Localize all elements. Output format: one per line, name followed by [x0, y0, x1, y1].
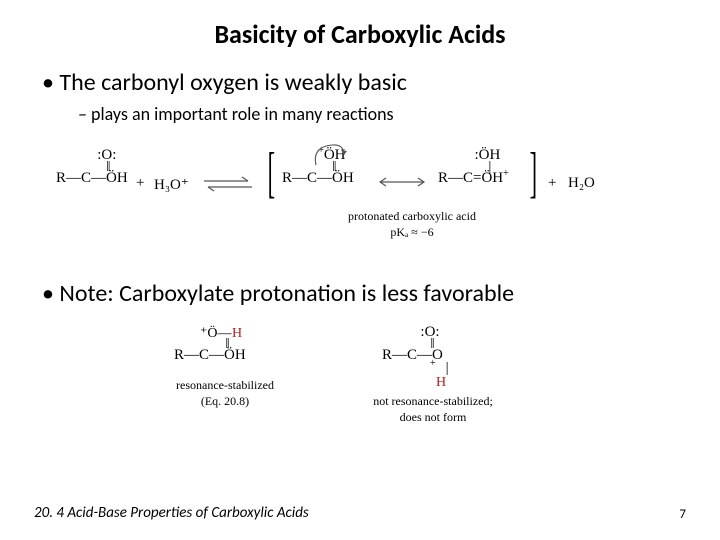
caption-protonated: protonated carboxylic acid	[332, 209, 492, 224]
resonance-arrow	[374, 175, 430, 189]
slide-title: Basicity of Carboxylic Acids	[34, 18, 686, 50]
res2-mid: R—C=ÖH	[438, 170, 503, 186]
equilibrium-arrow	[200, 175, 256, 193]
carboxylic-acid: R—C—ÖH	[56, 170, 128, 187]
water: H₂O	[568, 175, 595, 192]
right-mid: R—C—O	[382, 347, 450, 364]
oh-top-left: ⁺Ö— H	[200, 325, 248, 341]
reaction-diagram-2: ⁺Ö— H ‖ R—C—ÖH resonance-stabilized (Eq.…	[34, 316, 686, 436]
footer-text: 20. 4 Acid-Base Properties of Carboxylic…	[34, 504, 309, 522]
svg-text:H: H	[232, 326, 242, 341]
page-number: 7	[679, 507, 686, 522]
reaction-diagram-1: :O: ‖ R—C—ÖH + H₃O⁺ [ +ÖH ‖ R—C—ÖH :ÖH |…	[34, 135, 686, 255]
right-H: H	[436, 374, 450, 388]
right-caption-1: not resonance-stabilized;	[348, 394, 518, 409]
plus-sign: +	[136, 175, 144, 192]
bullet-2: Note: Carboxylate protonation is less fa…	[42, 279, 686, 308]
bullet-1-sub: plays an important role in many reaction…	[78, 103, 686, 125]
left-caption-1: resonance-stabilized	[150, 378, 300, 393]
svg-text:H: H	[436, 375, 446, 388]
hydronium: H₃O⁺	[154, 175, 189, 194]
left-structure: R—C—ÖH	[174, 347, 248, 364]
left-caption-2: (Eq. 20.8)	[150, 394, 300, 409]
right-caption-2: does not form	[348, 410, 518, 425]
curved-arrow-icon	[310, 141, 354, 177]
plus-sign-2: +	[548, 175, 556, 192]
bullet-1: The carbonyl oxygen is weakly basic	[42, 68, 686, 97]
caption-pka: pKₐ ≈ −6	[332, 225, 492, 240]
